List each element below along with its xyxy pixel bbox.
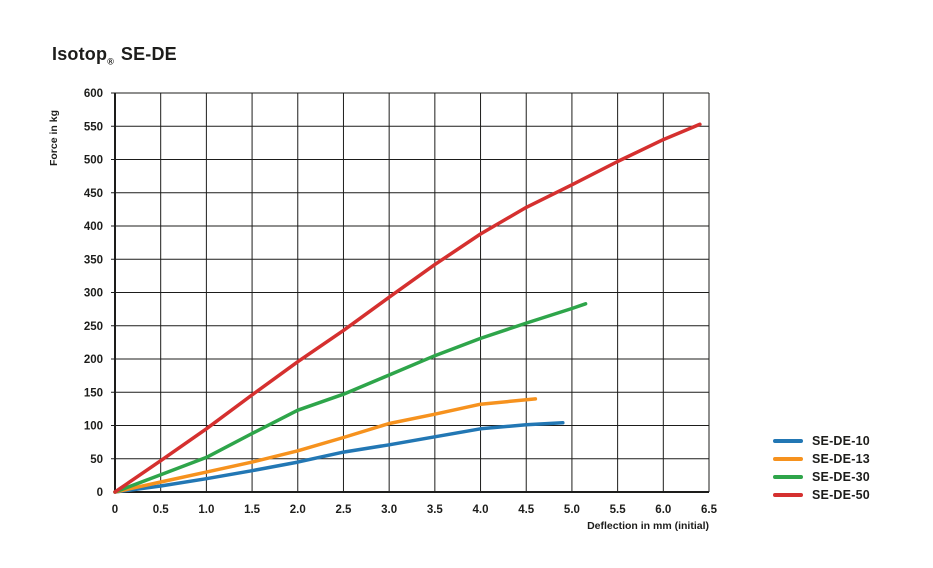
y-tick-label: 0 xyxy=(97,487,103,499)
y-tick-label: 300 xyxy=(84,288,103,300)
page-title: Isotop® SE-DE xyxy=(52,44,177,67)
chart-legend: SE-DE-10 SE-DE-13 SE-DE-30 SE-DE-50 xyxy=(773,432,870,504)
x-tick-label: 6.0 xyxy=(655,504,671,516)
x-tick-label: 2.5 xyxy=(335,504,352,516)
x-tick-label: 4.5 xyxy=(518,504,535,516)
registered-trademark-symbol: ® xyxy=(107,56,115,67)
legend-swatch-SE-DE-30 xyxy=(773,474,803,479)
y-tick-label: 600 xyxy=(84,88,103,100)
y-tick-label: 550 xyxy=(84,121,103,133)
series-line-SE-DE-30 xyxy=(113,302,588,494)
series-line-SE-DE-50 xyxy=(113,122,702,494)
series-line-SE-DE-10 xyxy=(113,421,565,494)
x-axis-title: Deflection in mm (initial) xyxy=(587,520,709,532)
legend-item-label: SE-DE-13 xyxy=(812,451,870,466)
legend-item-SE-DE-30: SE-DE-30 xyxy=(773,468,870,485)
series-line-SE-DE-13 xyxy=(113,397,538,494)
legend-item-label: SE-DE-10 xyxy=(812,433,870,448)
legend-item-SE-DE-50: SE-DE-50 xyxy=(773,486,870,503)
y-tick-label: 250 xyxy=(84,321,103,333)
x-tick-label: 0 xyxy=(112,504,118,516)
x-tick-label: 1.0 xyxy=(198,504,214,516)
x-tick-label: 2.0 xyxy=(290,504,306,516)
y-tick-label: 200 xyxy=(84,354,103,366)
x-tick-label: 0.5 xyxy=(153,504,170,516)
x-tick-label: 6.5 xyxy=(701,504,718,516)
legend-swatch-SE-DE-13 xyxy=(773,456,803,461)
legend-item-SE-DE-10: SE-DE-10 xyxy=(773,432,870,449)
y-tick-label: 150 xyxy=(84,387,103,399)
x-tick-label: 4.0 xyxy=(473,504,489,516)
y-tick-label: 50 xyxy=(90,454,103,466)
legend-item-SE-DE-13: SE-DE-13 xyxy=(773,450,870,467)
legend-item-label: SE-DE-30 xyxy=(812,469,870,484)
x-tick-label: 1.5 xyxy=(244,504,261,516)
y-tick-label: 500 xyxy=(84,155,103,167)
y-tick-label: 450 xyxy=(84,188,103,200)
x-tick-label: 5.5 xyxy=(610,504,627,516)
product-name: SE-DE xyxy=(120,44,177,64)
y-tick-label: 100 xyxy=(84,421,103,433)
legend-swatch-SE-DE-10 xyxy=(773,438,803,443)
y-tick-label: 400 xyxy=(84,221,103,233)
x-tick-label: 5.0 xyxy=(564,504,580,516)
brand-name: Isotop xyxy=(52,44,108,64)
legend-swatch-SE-DE-50 xyxy=(773,492,803,497)
x-tick-label: 3.5 xyxy=(427,504,444,516)
y-axis-title: Force in kg xyxy=(48,110,60,166)
y-tick-label: 350 xyxy=(84,254,103,266)
legend-item-label: SE-DE-50 xyxy=(812,487,870,502)
x-tick-label: 3.0 xyxy=(381,504,397,516)
